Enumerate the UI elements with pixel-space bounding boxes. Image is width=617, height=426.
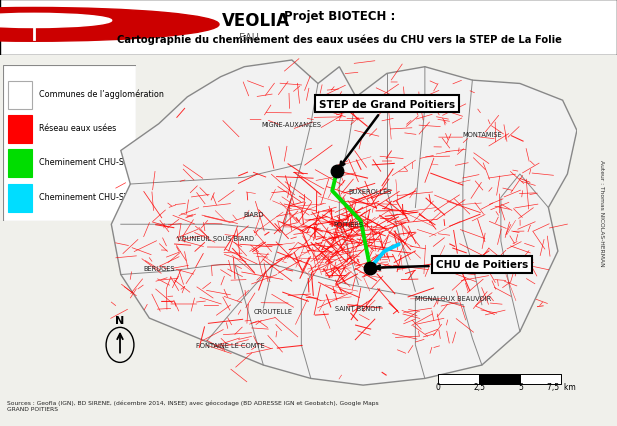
Text: MIGNALOUX BEAUVOIR: MIGNALOUX BEAUVOIR <box>415 295 492 301</box>
Text: Cartographie du cheminement des eaux usées du CHU vers la STEP de La Folie: Cartographie du cheminement des eaux usé… <box>117 34 562 45</box>
Text: CROUTELLE: CROUTELLE <box>254 309 292 315</box>
Text: BIARD: BIARD <box>244 212 264 218</box>
Text: Sources : Geofla (IGN), BD SIRENE, (décembre 2014, INSEE) avec géocodage (BD ADR: Sources : Geofla (IGN), BD SIRENE, (déce… <box>7 400 379 411</box>
Text: MIGNE-AUXANCES: MIGNE-AUXANCES <box>262 121 322 127</box>
Text: CHU de Poitiers: CHU de Poitiers <box>376 260 528 270</box>
Text: BERUGES: BERUGES <box>143 265 175 271</box>
Text: SAINT BENOIT: SAINT BENOIT <box>335 305 381 311</box>
Text: 7,5  km: 7,5 km <box>547 382 576 391</box>
Text: POITIERS: POITIERS <box>334 222 364 228</box>
Text: Communes de l’agglomération: Communes de l’agglomération <box>39 89 164 99</box>
Bar <box>9 82 32 109</box>
Text: FONTAINE LE COMTE: FONTAINE LE COMTE <box>196 342 265 348</box>
Text: VOUNEUIL SOUS BIARD: VOUNEUIL SOUS BIARD <box>177 235 254 241</box>
Polygon shape <box>111 61 577 385</box>
Text: Auteur : Thomas NICOLAS-HERMAN: Auteur : Thomas NICOLAS-HERMAN <box>599 160 604 266</box>
Text: Cheminement CHU-STEP – Trop plein: Cheminement CHU-STEP – Trop plein <box>39 192 186 201</box>
Text: Réseau eaux usées: Réseau eaux usées <box>39 124 116 133</box>
Text: 2,5: 2,5 <box>473 382 485 391</box>
Text: EAU: EAU <box>239 33 259 43</box>
Text: MONTAMISE: MONTAMISE <box>462 132 502 138</box>
Text: STEP de Grand Poitiers: STEP de Grand Poitiers <box>319 99 455 167</box>
Text: N: N <box>115 316 125 325</box>
Text: 0: 0 <box>436 382 441 391</box>
Bar <box>9 116 32 144</box>
Circle shape <box>0 9 219 42</box>
Text: VEOLIA: VEOLIA <box>222 12 290 30</box>
Text: BUXEROLLES: BUXEROLLES <box>349 188 392 194</box>
Text: Cheminement CHU-STEP – Eau usées: Cheminement CHU-STEP – Eau usées <box>39 158 188 167</box>
Text: Projet BIOTECH :: Projet BIOTECH : <box>284 10 395 23</box>
Bar <box>9 184 32 212</box>
Text: 5: 5 <box>518 382 523 391</box>
Circle shape <box>0 14 112 29</box>
Bar <box>9 150 32 178</box>
